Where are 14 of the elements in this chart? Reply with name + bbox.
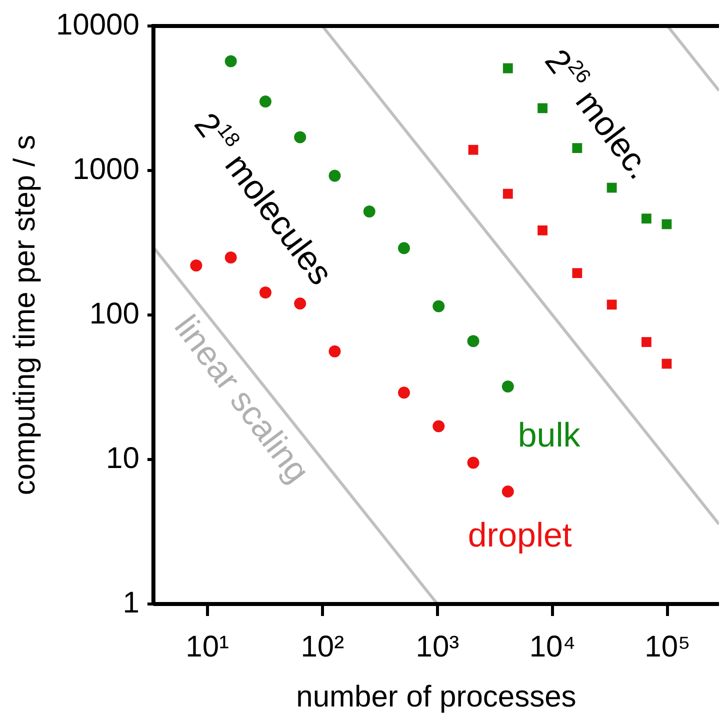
- series-label: droplet: [468, 516, 572, 555]
- series-label: bulk: [518, 416, 582, 455]
- x-axis-title: number of processes: [296, 680, 576, 714]
- x-tick-label: 10⁵: [644, 630, 690, 664]
- x-tick-label: 10⁴: [529, 630, 576, 664]
- x-tick-label: 10³: [416, 630, 460, 664]
- y-axis-title: computing time per step / s: [8, 134, 42, 496]
- y-tick-label: 10: [106, 442, 140, 475]
- y-tick-label: 1: [122, 586, 140, 620]
- y-tick-label: 100: [89, 297, 140, 330]
- y-tick-label: 10000: [56, 8, 140, 42]
- x-tick-label: 10²: [300, 630, 344, 664]
- y-tick-label: 1000: [72, 152, 140, 186]
- x-tick-label: 10¹: [186, 630, 230, 664]
